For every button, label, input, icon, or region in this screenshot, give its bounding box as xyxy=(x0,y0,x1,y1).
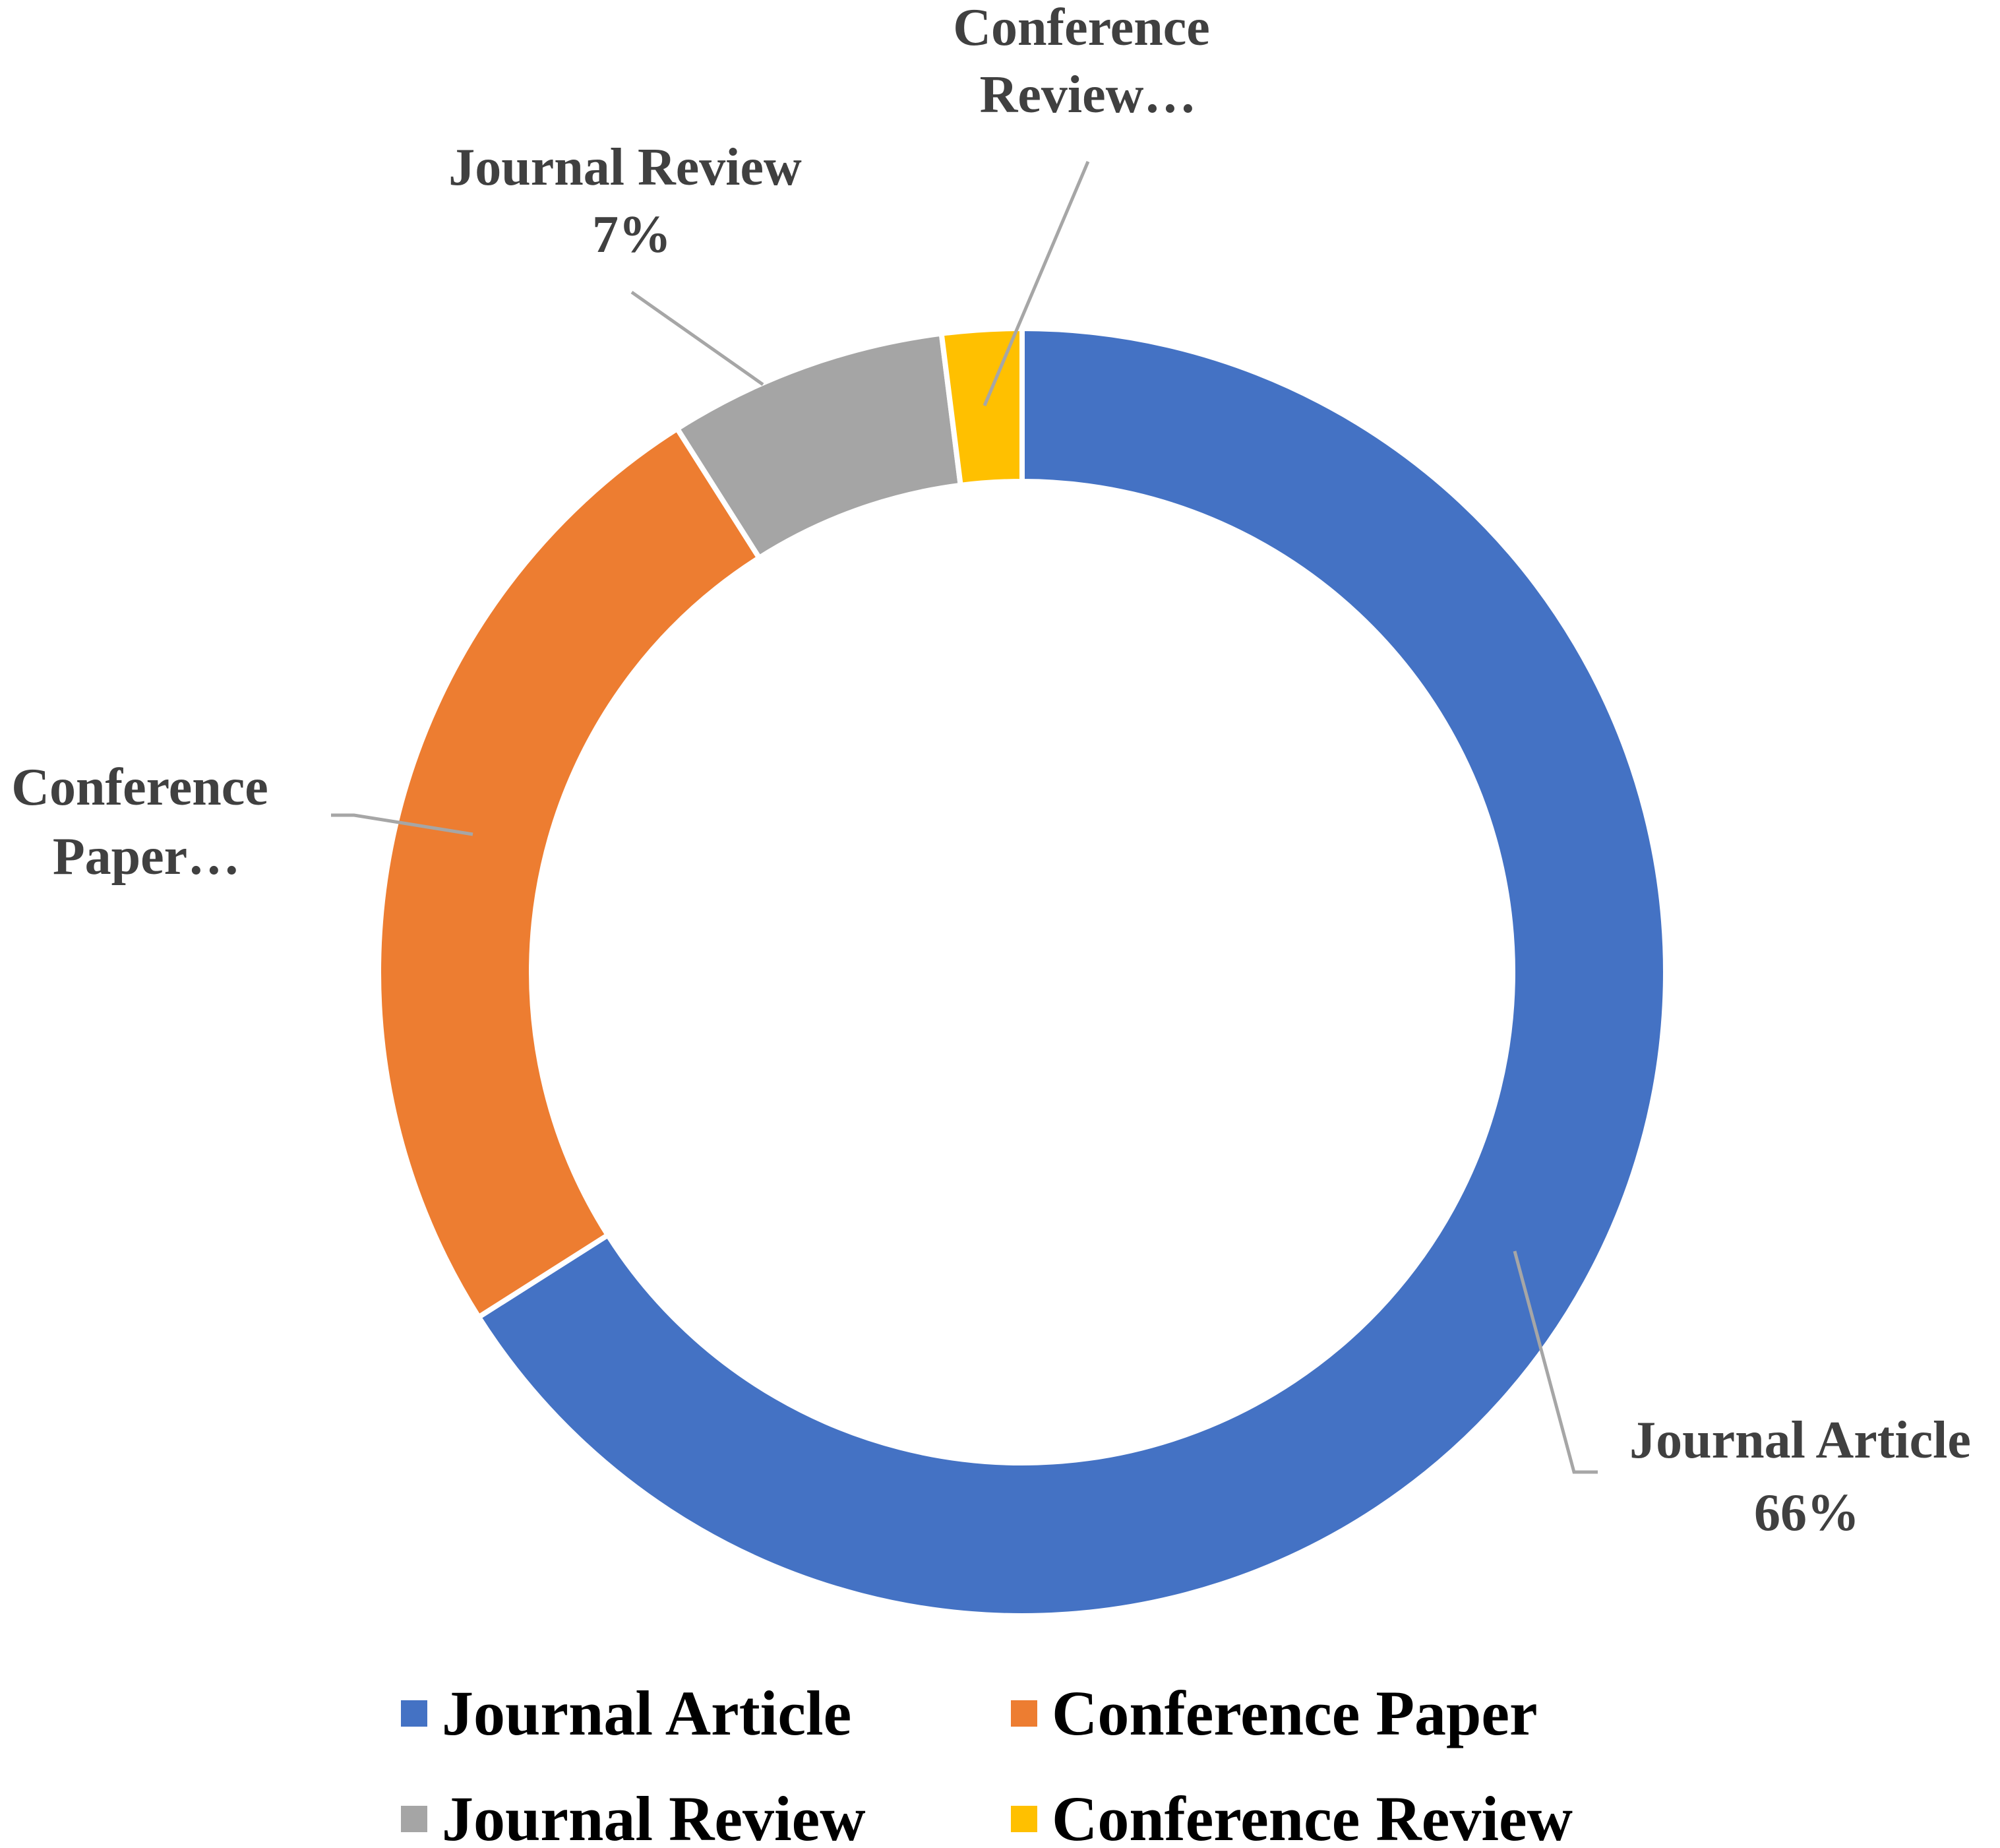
data-label-conference-paper: Conference Paper… xyxy=(11,758,282,886)
legend-swatch-journal-article xyxy=(401,1700,427,1727)
data-labels: Journal Article 66% Conference Paper… Jo… xyxy=(11,0,1984,1542)
legend-swatch-conference-paper xyxy=(1011,1700,1037,1727)
legend-label-journal-review: Journal Review xyxy=(442,1783,866,1848)
legend-label-journal-article: Journal Article xyxy=(442,1678,851,1748)
callout-line-conference-review xyxy=(983,161,1090,406)
legend-label-conference-review: Conference Review xyxy=(1052,1783,1573,1848)
legend-swatch-conference-review xyxy=(1011,1806,1037,1832)
data-label-journal-review: Journal Review 7% xyxy=(448,139,815,264)
data-label-conference-review: Conference Review… xyxy=(953,0,1223,124)
data-label-journal-article: Journal Article 66% xyxy=(1629,1411,1984,1542)
legend-swatch-journal-review xyxy=(401,1806,427,1832)
data-label-conference-paper-line1: Conference xyxy=(11,758,268,816)
legend-label-conference-paper: Conference Paper xyxy=(1052,1678,1538,1748)
callout-line-conference-paper xyxy=(331,813,473,836)
callout-line-journal-article xyxy=(1513,1250,1598,1474)
data-label-conference-review-line1: Conference xyxy=(953,0,1210,57)
slice-journal-article xyxy=(475,325,1668,1618)
data-label-conference-review-line2: Review… xyxy=(980,66,1197,124)
data-label-conference-paper-line2: Paper… xyxy=(53,828,240,886)
callout-line-journal-review xyxy=(630,290,764,386)
data-label-journal-article-value: 66% xyxy=(1754,1484,1860,1542)
data-label-journal-review-category: Journal Review xyxy=(448,139,802,197)
callout-lines xyxy=(331,161,1598,1474)
data-label-journal-article-category: Journal Article xyxy=(1629,1411,1971,1469)
data-label-journal-review-value: 7% xyxy=(592,206,671,264)
slices-group xyxy=(376,325,1668,1618)
legend: Journal Article Conference Paper Journal… xyxy=(401,1678,1573,1848)
slice-conference-paper xyxy=(376,425,763,1321)
